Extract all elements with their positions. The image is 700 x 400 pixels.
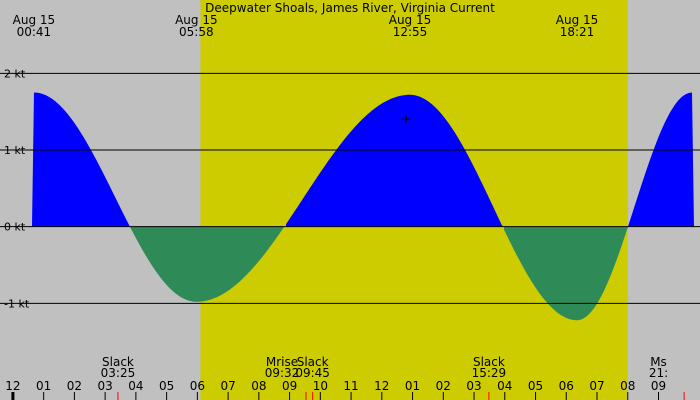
event-time-label: 15:29 xyxy=(472,366,507,380)
x-tick-label: 02 xyxy=(67,379,82,393)
x-tick-label: 09 xyxy=(282,379,297,393)
y-tick-label: -1 kt xyxy=(4,297,30,310)
y-tick-label: 0 kt xyxy=(4,221,26,234)
extreme-date-label: Aug 15 xyxy=(389,13,432,27)
y-tick-label: 2 kt xyxy=(4,67,26,80)
x-tick-label: 09 xyxy=(651,379,666,393)
x-tick-label: 05 xyxy=(528,379,543,393)
y-gridlines xyxy=(0,72,700,304)
x-tick-label: 03 xyxy=(466,379,481,393)
x-tick-label: 11 xyxy=(343,379,358,393)
event-label: Slack xyxy=(297,355,329,369)
extreme-date-label: Aug 15 xyxy=(556,13,599,27)
x-tick-label: 12 xyxy=(5,379,20,393)
flood-area-2 xyxy=(286,94,504,227)
event-time-label: 09:32 xyxy=(265,366,300,380)
current-curve xyxy=(0,92,700,321)
event-time-label: 03:25 xyxy=(101,366,136,380)
extreme-time-label: 12:55 xyxy=(393,25,428,39)
y-tick-label: 1 kt xyxy=(4,144,26,157)
x-tick-label: 06 xyxy=(190,379,205,393)
extreme-time-label: 18:21 xyxy=(560,25,595,39)
x-tick-label: 08 xyxy=(251,379,266,393)
event-label: Mrise xyxy=(266,355,298,369)
event-time-label: 09:45 xyxy=(295,366,330,380)
extreme-date-label: Aug 15 xyxy=(175,13,218,27)
x-tick-label: 07 xyxy=(220,379,235,393)
x-tick-label: 01 xyxy=(405,379,420,393)
event-label: Ms xyxy=(650,355,667,369)
x-tick-label: 03 xyxy=(97,379,112,393)
chart-title: Deepwater Shoals, James River, Virginia … xyxy=(205,1,495,15)
ebb-area-3 xyxy=(504,226,628,321)
event-label: Slack xyxy=(473,355,505,369)
x-axis: 1112010203040506070809101112010203040506… xyxy=(5,379,685,400)
event-time-label: 21: xyxy=(649,366,668,380)
x-tick-label: 12 xyxy=(374,379,389,393)
x-tick-label: 04 xyxy=(497,379,512,393)
extreme-time-label: 05:58 xyxy=(179,25,214,39)
ebb-area-1 xyxy=(130,226,286,302)
extreme-time-label: 00:41 xyxy=(17,25,52,39)
x-tick-label: 10 xyxy=(313,379,328,393)
x-tick-label: 05 xyxy=(159,379,174,393)
event-label: Slack xyxy=(102,355,134,369)
extreme-date-label: Aug 15 xyxy=(13,13,56,27)
x-tick-label: 04 xyxy=(128,379,143,393)
x-tick-label: 08 xyxy=(620,379,635,393)
flood-area-0 xyxy=(0,92,130,227)
flood-area-4 xyxy=(628,92,700,227)
y-tick-labels: 2 kt 1 kt 0 kt -1 kt xyxy=(4,67,30,310)
cursor-crosshair: + xyxy=(401,112,411,126)
x-tick-label: 01 xyxy=(36,379,51,393)
x-tick-label: 02 xyxy=(436,379,451,393)
event-labels: Slack03:25Mrise09:32Slack09:45Slack15:29… xyxy=(101,355,669,380)
x-tick-label: 07 xyxy=(589,379,604,393)
x-tick-label: 06 xyxy=(559,379,574,393)
